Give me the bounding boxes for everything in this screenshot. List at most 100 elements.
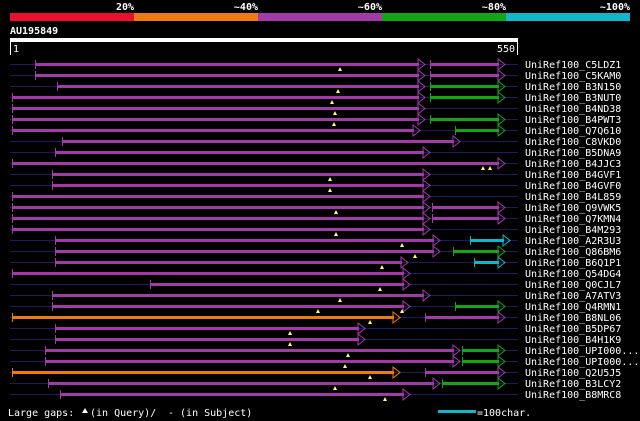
hit-segment-start-tick xyxy=(55,324,56,333)
hit-label[interactable]: UniRef100_B3NUT0 xyxy=(525,93,621,104)
hit-row[interactable]: UniRef100_B3NUT0 xyxy=(10,90,621,105)
hit-label[interactable]: UniRef100_B5DNA9 xyxy=(525,148,621,159)
hit-row[interactable]: UniRef100_B3LCY2 xyxy=(10,376,621,391)
hit-segment-start-tick xyxy=(52,302,53,311)
hit-row[interactable]: UniRef100_Q2U5J5 xyxy=(10,365,621,380)
query-gap-marker-icon xyxy=(334,232,338,236)
hit-row[interactable]: UniRef100_UPI000... xyxy=(10,343,639,358)
hit-segment xyxy=(455,305,499,308)
hit-row[interactable]: UniRef100_Q7Q610 xyxy=(10,123,621,138)
hit-label[interactable]: UniRef100_B4GVF1 xyxy=(525,170,621,181)
hit-label[interactable]: UniRef100_Q54DG4 xyxy=(525,269,621,280)
hit-row[interactable]: UniRef100_B4L859 xyxy=(10,189,621,204)
hit-label[interactable]: UniRef100_B4ND38 xyxy=(525,104,621,115)
hit-row[interactable]: UniRef100_C5LDZ1 xyxy=(10,57,621,72)
query-header: AU195849 1 550 xyxy=(10,26,518,55)
identity-band-60 xyxy=(258,13,382,21)
hit-label[interactable]: UniRef100_B4L859 xyxy=(525,192,621,203)
hit-arrowhead-icon xyxy=(497,123,506,138)
hit-arrowhead-icon xyxy=(357,332,366,347)
hit-label[interactable]: UniRef100_A2R3U3 xyxy=(525,236,621,247)
hit-label[interactable]: UniRef100_B6Q1P1 xyxy=(525,258,621,269)
hit-segment xyxy=(462,360,499,363)
query-gap-marker-icon xyxy=(368,375,372,379)
hit-label[interactable]: UniRef100_Q7KMN4 xyxy=(525,214,621,225)
hit-segment xyxy=(52,305,404,308)
hit-segment-start-tick xyxy=(455,126,456,135)
hit-row[interactable]: UniRef100_B6Q1P1 xyxy=(10,255,621,270)
hit-segment-start-tick xyxy=(430,115,431,124)
hit-label[interactable]: UniRef100_B3LCY2 xyxy=(525,379,621,390)
hit-label[interactable]: UniRef100_B8NL06 xyxy=(525,313,621,324)
hit-segment-start-tick xyxy=(430,82,431,91)
hit-label[interactable]: UniRef100_B4PWT3 xyxy=(525,115,621,126)
hit-arrowhead-icon xyxy=(422,222,431,237)
hit-arrowhead-icon xyxy=(432,244,441,259)
hit-row[interactable]: UniRef100_C8VKD0 xyxy=(10,134,621,149)
hit-row[interactable]: UniRef100_B5DNA9 xyxy=(10,145,621,160)
hit-label[interactable]: UniRef100_B4H1K9 xyxy=(525,335,621,346)
hit-label[interactable]: UniRef100_Q0CJL7 xyxy=(525,280,621,291)
hit-label[interactable]: UniRef100_C5LDZ1 xyxy=(525,60,621,71)
hit-label[interactable]: UniRef100_Q9VWK5 xyxy=(525,203,621,214)
query-gap-marker-icon xyxy=(383,397,387,401)
hit-label[interactable]: UniRef100_B5DP67 xyxy=(525,324,621,335)
hit-segment xyxy=(430,63,499,66)
hit-row[interactable]: UniRef100_Q4RMN1 xyxy=(10,299,621,314)
hit-row[interactable]: UniRef100_C5KAM0 xyxy=(10,68,621,83)
hit-row[interactable]: UniRef100_B4ND38 xyxy=(10,101,621,116)
hit-label[interactable]: UniRef100_B4GVF0 xyxy=(525,181,621,192)
query-gap-marker-icon xyxy=(330,100,334,104)
hit-row[interactable]: UniRef100_Q7KMN4 xyxy=(10,211,621,226)
hit-segment-start-tick xyxy=(462,357,463,366)
hit-label[interactable]: UniRef100_B4M293 xyxy=(525,225,621,236)
hit-row[interactable]: UniRef100_UPI000... xyxy=(10,354,639,369)
hit-label[interactable]: UniRef100_Q7Q610 xyxy=(525,126,621,137)
hit-row[interactable]: UniRef100_B4M293 xyxy=(10,222,621,237)
hit-label[interactable]: UniRef100_UPI000... xyxy=(525,357,639,368)
hit-label[interactable]: UniRef100_B3N150 xyxy=(525,82,621,93)
query-gap-marker-icon xyxy=(413,254,417,258)
hit-segment xyxy=(12,217,424,220)
hit-arrowhead-icon xyxy=(417,57,426,72)
hit-segment-start-tick xyxy=(430,71,431,80)
identity-band-40 xyxy=(134,13,258,21)
hit-row[interactable]: UniRef100_Q54DG4 xyxy=(10,266,621,281)
hit-row[interactable]: UniRef100_B4H1K9 xyxy=(10,332,621,347)
hit-segment xyxy=(48,382,434,385)
hit-arrowhead-icon xyxy=(422,211,431,226)
hit-arrowhead-icon xyxy=(402,299,411,314)
hit-row[interactable]: UniRef100_Q0CJL7 xyxy=(10,277,621,292)
hit-label[interactable]: UniRef100_B4JJC3 xyxy=(525,159,621,170)
hit-arrowhead-icon xyxy=(497,200,506,215)
hit-label[interactable]: UniRef100_Q2U5J5 xyxy=(525,368,621,379)
hit-row[interactable]: UniRef100_Q9VWK5 xyxy=(10,200,621,215)
hit-row[interactable]: UniRef100_B4GVF0 xyxy=(10,178,621,193)
hit-label[interactable]: UniRef100_UPI000... xyxy=(525,346,639,357)
hit-row[interactable]: UniRef100_B4PWT3 xyxy=(10,112,621,127)
hit-row[interactable]: UniRef100_B8NL06 xyxy=(10,310,621,325)
hit-arrowhead-icon xyxy=(502,233,511,248)
hit-arrowhead-icon xyxy=(497,343,506,358)
hit-row[interactable]: UniRef100_A2R3U3 xyxy=(10,233,621,248)
hit-row[interactable]: UniRef100_B3N150 xyxy=(10,79,621,94)
hit-label[interactable]: UniRef100_C5KAM0 xyxy=(525,71,621,82)
hit-segment xyxy=(462,349,499,352)
hit-label[interactable]: UniRef100_A7ATV3 xyxy=(525,291,621,302)
hit-segment xyxy=(55,239,434,242)
hit-label[interactable]: UniRef100_C8VKD0 xyxy=(525,137,621,148)
hit-segment-start-tick xyxy=(52,170,53,179)
hit-label[interactable]: UniRef100_B8MRC8 xyxy=(525,390,621,401)
hit-label[interactable]: UniRef100_Q86BM6 xyxy=(525,247,621,258)
hit-row[interactable]: UniRef100_B5DP67 xyxy=(10,321,621,336)
hit-row[interactable]: UniRef100_B4GVF1 xyxy=(10,167,621,182)
hit-row[interactable]: UniRef100_B4JJC3 xyxy=(10,156,621,171)
hit-arrowhead-icon xyxy=(497,79,506,94)
hit-row[interactable]: UniRef100_Q86BM6 xyxy=(10,244,621,259)
hit-row[interactable]: UniRef100_B8MRC8 xyxy=(10,387,621,402)
hit-label[interactable]: UniRef100_Q4RMN1 xyxy=(525,302,621,313)
query-gap-marker-icon xyxy=(332,122,336,126)
query-gap-marker-icon xyxy=(338,67,342,71)
hit-row[interactable]: UniRef100_A7ATV3 xyxy=(10,288,621,303)
query-gap-marker-icon xyxy=(82,408,88,413)
